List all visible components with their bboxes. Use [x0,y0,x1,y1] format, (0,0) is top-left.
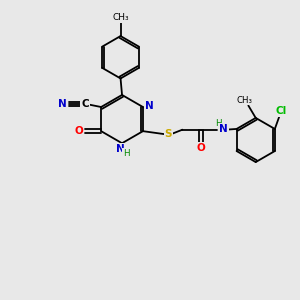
Text: N: N [145,100,154,110]
Text: N: N [58,99,67,109]
Text: H: H [123,149,130,158]
Text: H: H [215,119,222,128]
Text: CH₃: CH₃ [237,96,253,105]
Text: S: S [164,129,172,139]
Text: O: O [196,143,205,153]
Text: CH₃: CH₃ [112,13,129,22]
Text: N: N [116,144,125,154]
Text: C: C [81,99,89,109]
Text: Cl: Cl [276,106,287,116]
Text: N: N [219,124,228,134]
Text: O: O [75,126,83,136]
